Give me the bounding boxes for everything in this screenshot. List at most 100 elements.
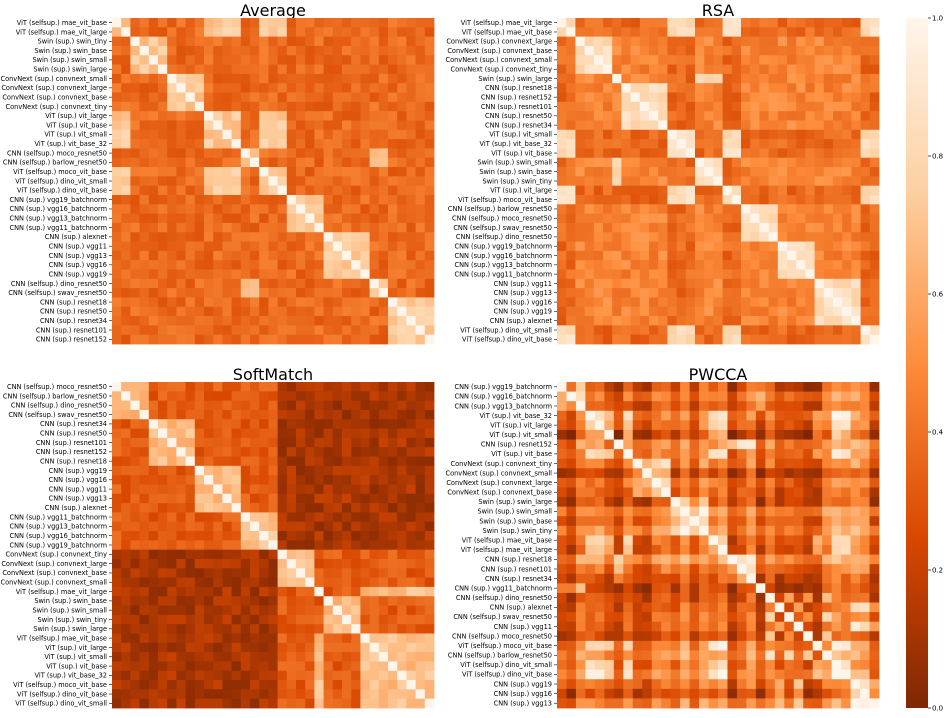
heatmap-cell bbox=[793, 535, 804, 546]
heatmap-cell bbox=[194, 213, 205, 224]
heatmap-cell bbox=[130, 139, 140, 149]
heatmap-cell bbox=[250, 661, 260, 672]
heatmap-cell bbox=[850, 410, 861, 421]
heatmap-cell bbox=[695, 18, 705, 28]
row-label: CNN (sup.) resnet101 bbox=[36, 326, 107, 334]
heatmap-cell bbox=[851, 278, 861, 289]
heatmap-cell bbox=[378, 250, 389, 261]
heatmap-cell bbox=[566, 545, 577, 555]
heatmap-cell bbox=[731, 55, 742, 65]
heatmap-cell bbox=[332, 92, 343, 103]
heatmap-cell bbox=[741, 83, 751, 93]
heatmap-cell bbox=[369, 278, 380, 289]
heatmap-cell bbox=[822, 564, 833, 575]
heatmap-cell bbox=[765, 612, 776, 623]
heatmap-cell bbox=[130, 222, 140, 233]
heatmap-cell bbox=[351, 204, 361, 214]
heatmap-cell bbox=[424, 531, 435, 541]
heatmap-cell bbox=[185, 18, 196, 28]
heatmap-cell bbox=[722, 64, 733, 75]
heatmap-cell bbox=[314, 577, 324, 588]
heatmap-cell bbox=[397, 391, 407, 402]
heatmap-cell bbox=[424, 278, 435, 289]
heatmap-cell bbox=[259, 241, 269, 252]
row-label: ViT (selfsup.) moco_vit_base bbox=[458, 196, 552, 204]
heatmap-cell bbox=[695, 27, 705, 38]
heatmap-cell bbox=[718, 391, 728, 402]
heatmap-cell bbox=[869, 487, 880, 498]
heatmap-cell bbox=[222, 92, 232, 103]
heatmap-cell bbox=[759, 204, 769, 214]
heatmap-cell bbox=[755, 382, 766, 392]
heatmap-cell bbox=[680, 516, 690, 527]
heatmap-cell bbox=[176, 558, 186, 569]
heatmap-cell bbox=[842, 83, 852, 93]
heatmap-cell bbox=[296, 531, 306, 541]
heatmap-cell bbox=[231, 568, 242, 578]
heatmap-cell bbox=[213, 120, 223, 131]
heatmap-cell bbox=[360, 64, 370, 75]
heatmap-cell bbox=[406, 670, 416, 681]
heatmap-cell bbox=[746, 650, 757, 661]
heatmap-cell bbox=[148, 568, 159, 578]
heatmap-cell bbox=[575, 250, 585, 261]
heatmap-cell bbox=[176, 521, 186, 532]
heatmap-cell bbox=[194, 577, 205, 588]
heatmap-cell bbox=[639, 139, 650, 149]
heatmap-cell bbox=[869, 592, 880, 603]
heatmap-cell bbox=[286, 73, 297, 84]
heatmap-cell bbox=[148, 512, 159, 523]
heatmap-cell bbox=[158, 83, 168, 93]
heatmap-cell bbox=[332, 232, 343, 242]
heatmap-cell bbox=[277, 148, 288, 159]
heatmap-cell bbox=[323, 409, 334, 420]
heatmap-cell bbox=[676, 260, 687, 270]
heatmap-cell bbox=[296, 586, 306, 597]
heatmap-cell bbox=[130, 45, 140, 56]
heatmap-cell bbox=[240, 605, 251, 616]
heatmap-cell bbox=[259, 101, 269, 112]
heatmap-cell bbox=[158, 531, 168, 541]
heatmap-cell bbox=[787, 45, 797, 56]
heatmap-cell bbox=[613, 602, 624, 613]
heatmap-cell bbox=[689, 382, 700, 392]
heatmap-cell bbox=[250, 633, 260, 644]
heatmap-cell bbox=[649, 176, 659, 187]
heatmap-cell bbox=[746, 669, 757, 680]
heatmap-cell bbox=[860, 316, 871, 326]
heatmap-cell bbox=[718, 660, 728, 671]
heatmap-cell bbox=[632, 516, 643, 527]
heatmap-cell bbox=[360, 167, 370, 177]
heatmap-cell bbox=[736, 669, 747, 680]
heatmap-cell bbox=[823, 306, 834, 317]
heatmap-cell bbox=[240, 428, 251, 439]
heatmap-cell bbox=[803, 564, 814, 575]
heatmap-cell bbox=[869, 458, 880, 469]
heatmap-cell bbox=[268, 185, 278, 196]
heatmap-cell bbox=[332, 689, 343, 700]
heatmap-cell bbox=[851, 213, 861, 224]
heatmap-cell bbox=[213, 73, 223, 84]
heatmap-cell bbox=[406, 185, 416, 196]
heatmap-cell bbox=[194, 409, 205, 420]
heatmap-cell bbox=[268, 633, 278, 644]
heatmap-cell bbox=[231, 661, 242, 672]
heatmap-cell bbox=[194, 540, 205, 551]
heatmap-cell bbox=[139, 586, 150, 597]
heatmap-cell bbox=[259, 549, 269, 560]
heatmap-cell bbox=[727, 631, 738, 642]
heatmap-cell bbox=[613, 449, 624, 460]
heatmap-cell bbox=[342, 689, 352, 700]
heatmap-cell bbox=[176, 55, 186, 65]
heatmap-cell bbox=[121, 475, 131, 485]
heatmap-cell bbox=[593, 73, 604, 84]
heatmap-cell bbox=[623, 583, 634, 594]
heatmap-cell bbox=[148, 83, 159, 93]
row-label: CNN (sup.) vgg13 bbox=[494, 289, 552, 297]
heatmap-cell bbox=[268, 325, 278, 336]
heatmap-cell bbox=[765, 401, 776, 412]
heatmap-cell bbox=[575, 631, 586, 642]
heatmap-cell bbox=[741, 111, 751, 121]
heatmap-cell bbox=[623, 535, 634, 546]
heatmap-cell bbox=[695, 129, 705, 140]
